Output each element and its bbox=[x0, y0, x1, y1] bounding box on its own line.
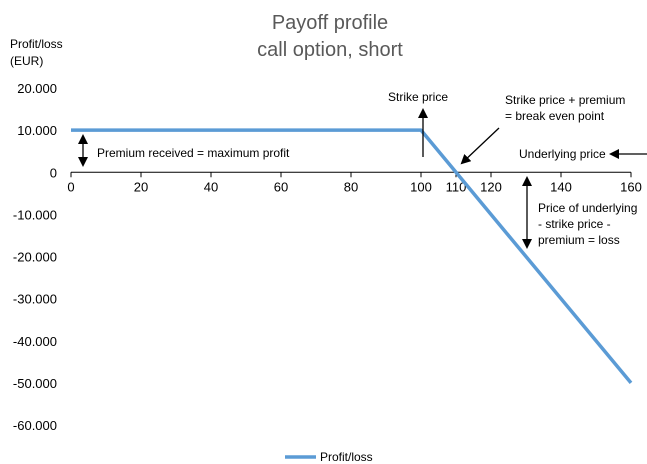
y-tick-label: -20.000 bbox=[13, 250, 57, 265]
legend: Profit/loss bbox=[285, 450, 373, 464]
annotations: Premium received = maximum profit Strike… bbox=[78, 90, 647, 249]
y-tick-label: -10.000 bbox=[13, 207, 57, 222]
legend-label: Profit/loss bbox=[320, 450, 373, 464]
x-tick-label: 110 bbox=[446, 179, 467, 194]
y-tick-label: -30.000 bbox=[13, 292, 57, 307]
y-axis-label-line-1: Profit/loss bbox=[10, 37, 63, 51]
breakeven-annotation-line-1: Strike price + premium bbox=[505, 93, 625, 107]
premium-annotation: Premium received = maximum profit bbox=[97, 146, 290, 160]
y-tick-label: 20.000 bbox=[17, 81, 57, 96]
y-tick-label: -50.000 bbox=[13, 376, 57, 391]
x-tick-label: 40 bbox=[204, 179, 218, 194]
x-tick-label: 20 bbox=[134, 179, 148, 194]
breakeven-annotation-line-2: = break even point bbox=[505, 109, 605, 123]
y-tick-labels: 20.000 10.000 0 -10.000 -20.000 -30.000 -40.00… bbox=[13, 81, 57, 433]
x-axis: 0 20 40 60 80 100 110 120 140 160 bbox=[67, 171, 642, 194]
x-tick-label: 100 bbox=[410, 179, 432, 194]
series-layer bbox=[71, 128, 633, 385]
y-axis-label-line-2: (EUR) bbox=[10, 54, 43, 68]
breakeven-arrow bbox=[460, 127, 500, 165]
x-tick-label: 80 bbox=[344, 179, 358, 194]
chart-title-line-2: call option, short bbox=[257, 39, 403, 61]
x-tick-label: 120 bbox=[480, 179, 502, 194]
y-tick-label: -60.000 bbox=[13, 418, 57, 433]
y-tick-label: 0 bbox=[50, 165, 57, 180]
y-tick-label: -40.000 bbox=[13, 334, 57, 349]
x-tick-label: 60 bbox=[274, 179, 288, 194]
x-tick-label: 0 bbox=[67, 179, 74, 194]
loss-annotation-line-3: premium = loss bbox=[538, 233, 620, 247]
chart-title-line-1: Payoff profile bbox=[272, 12, 388, 34]
loss-annotation-line-2: - strike price - bbox=[538, 217, 611, 231]
loss-annotation-line-1: Price of underlying bbox=[538, 201, 637, 215]
series-line-profit-loss bbox=[71, 128, 633, 385]
underlying-annotation: Underlying price bbox=[519, 147, 606, 161]
strike-annotation: Strike price bbox=[388, 90, 448, 104]
x-tick-label: 140 bbox=[550, 179, 572, 194]
y-tick-label: 10.000 bbox=[17, 123, 57, 138]
x-tick-label: 160 bbox=[620, 179, 642, 194]
